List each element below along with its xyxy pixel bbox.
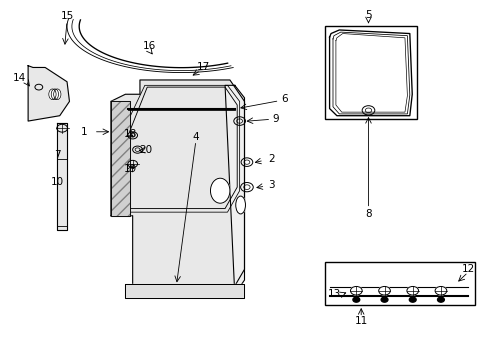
Ellipse shape — [235, 196, 245, 214]
Text: 3: 3 — [267, 180, 274, 190]
Polygon shape — [224, 85, 244, 294]
Text: 9: 9 — [272, 113, 279, 123]
Text: 18: 18 — [123, 129, 137, 139]
Text: 20: 20 — [140, 145, 153, 155]
Polygon shape — [111, 102, 130, 216]
Text: 5: 5 — [365, 10, 371, 20]
Circle shape — [378, 287, 389, 295]
Polygon shape — [57, 123, 67, 230]
Text: 12: 12 — [461, 264, 474, 274]
Text: 11: 11 — [354, 316, 367, 326]
Text: 4: 4 — [192, 132, 199, 142]
Polygon shape — [111, 80, 244, 294]
Text: 14: 14 — [13, 73, 26, 83]
Text: 8: 8 — [365, 209, 371, 219]
Ellipse shape — [210, 178, 229, 203]
Text: 7: 7 — [54, 150, 61, 160]
Text: 13: 13 — [327, 289, 340, 299]
Text: 1: 1 — [81, 127, 87, 137]
Text: 6: 6 — [281, 94, 287, 104]
Circle shape — [434, 287, 446, 295]
Polygon shape — [329, 30, 411, 116]
Text: 19: 19 — [123, 164, 137, 174]
Ellipse shape — [49, 89, 56, 100]
Text: 2: 2 — [267, 154, 274, 163]
Polygon shape — [28, 66, 69, 121]
Polygon shape — [125, 284, 244, 298]
Text: 17: 17 — [196, 63, 209, 72]
Ellipse shape — [51, 89, 59, 100]
Ellipse shape — [54, 89, 61, 100]
Circle shape — [350, 287, 362, 295]
Circle shape — [380, 297, 387, 302]
FancyBboxPatch shape — [324, 26, 416, 119]
Polygon shape — [111, 102, 130, 216]
Text: 16: 16 — [143, 41, 156, 51]
Text: 15: 15 — [61, 11, 74, 21]
FancyBboxPatch shape — [324, 262, 474, 305]
Circle shape — [437, 297, 444, 302]
Circle shape — [406, 287, 418, 295]
Circle shape — [352, 297, 359, 302]
Text: 10: 10 — [51, 177, 64, 187]
Circle shape — [408, 297, 415, 302]
